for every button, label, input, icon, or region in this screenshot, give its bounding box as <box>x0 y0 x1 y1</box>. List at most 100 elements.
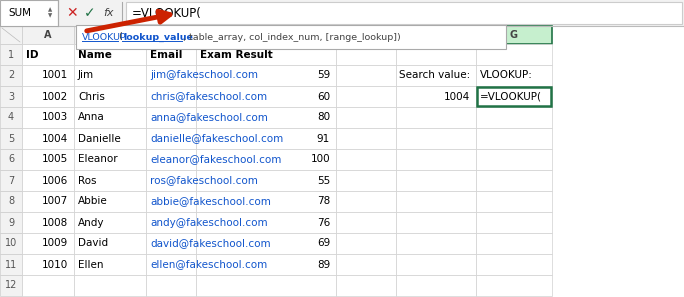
Bar <box>336 44 396 65</box>
Text: VLOOKUP: VLOOKUP <box>82 32 127 42</box>
Bar <box>396 149 476 170</box>
Text: Anna: Anna <box>78 113 105 122</box>
Text: 1005: 1005 <box>42 154 68 165</box>
Bar <box>74 275 146 296</box>
Bar <box>146 107 196 128</box>
Text: ✓: ✓ <box>84 6 96 20</box>
Text: G: G <box>510 30 518 40</box>
Bar <box>22 254 74 275</box>
Bar <box>476 191 552 212</box>
Text: Search value:: Search value: <box>399 70 470 80</box>
Bar <box>146 254 196 275</box>
Bar <box>336 128 396 149</box>
Text: 78: 78 <box>317 197 330 206</box>
Bar <box>0 128 22 149</box>
Text: andy@fakeschool.com: andy@fakeschool.com <box>150 217 267 228</box>
Bar <box>476 44 552 65</box>
Bar <box>146 191 196 212</box>
Text: 7: 7 <box>8 176 14 186</box>
Text: (: ( <box>118 32 122 42</box>
Bar <box>336 275 396 296</box>
Bar <box>396 44 476 65</box>
Text: =VLOOKUP(: =VLOOKUP( <box>132 7 202 20</box>
Bar <box>76 25 506 49</box>
Text: 6: 6 <box>8 154 14 165</box>
Text: 60: 60 <box>317 91 330 102</box>
Bar <box>22 65 74 86</box>
Bar <box>0 0 58 26</box>
Text: C: C <box>168 30 174 40</box>
Text: ✕: ✕ <box>66 6 78 20</box>
Bar <box>22 275 74 296</box>
Bar <box>196 275 336 296</box>
Bar <box>146 44 196 65</box>
Bar <box>476 149 552 170</box>
Bar <box>396 212 476 233</box>
Text: 89: 89 <box>317 260 330 269</box>
Bar <box>196 233 336 254</box>
Bar <box>196 107 336 128</box>
Text: Eleanor: Eleanor <box>78 154 118 165</box>
Text: SUM: SUM <box>8 8 31 18</box>
Bar <box>146 233 196 254</box>
Bar <box>0 0 684 26</box>
Bar <box>196 44 336 65</box>
Bar <box>476 170 552 191</box>
Bar <box>22 212 74 233</box>
Bar <box>74 128 146 149</box>
Text: eleanor@fakeschool.com: eleanor@fakeschool.com <box>150 154 281 165</box>
Text: 1002: 1002 <box>42 91 68 102</box>
Bar <box>74 170 146 191</box>
Bar <box>476 65 552 86</box>
Text: 10: 10 <box>5 238 17 249</box>
Text: 1010: 1010 <box>42 260 68 269</box>
Bar <box>74 86 146 107</box>
Bar <box>146 212 196 233</box>
Bar <box>336 233 396 254</box>
Bar <box>0 233 22 254</box>
Bar <box>396 65 476 86</box>
Text: danielle@fakeschool.com: danielle@fakeschool.com <box>150 133 283 143</box>
Text: ▲: ▲ <box>48 7 52 12</box>
Text: 59: 59 <box>317 70 330 80</box>
Bar <box>22 170 74 191</box>
Text: Ellen: Ellen <box>78 260 103 269</box>
Bar <box>476 254 552 275</box>
Bar <box>336 170 396 191</box>
Text: chris@fakeschool.com: chris@fakeschool.com <box>150 91 267 102</box>
Text: ellen@fakeschool.com: ellen@fakeschool.com <box>150 260 267 269</box>
Bar <box>476 128 552 149</box>
Bar <box>396 191 476 212</box>
Bar <box>476 233 552 254</box>
Text: 1007: 1007 <box>42 197 68 206</box>
Text: Andy: Andy <box>78 217 105 228</box>
Bar <box>477 87 551 106</box>
Bar <box>0 26 22 44</box>
Bar <box>196 86 336 107</box>
Text: Chris: Chris <box>78 91 105 102</box>
Bar <box>196 128 336 149</box>
Bar <box>476 275 552 296</box>
Text: jim@fakeschool.com: jim@fakeschool.com <box>150 70 258 80</box>
Text: ID: ID <box>26 50 38 59</box>
Bar <box>22 26 74 44</box>
Bar <box>196 65 336 86</box>
Text: B: B <box>106 30 114 40</box>
Bar <box>336 191 396 212</box>
Bar <box>476 86 552 107</box>
Text: 12: 12 <box>5 280 17 290</box>
Bar <box>396 26 476 44</box>
Text: Exam Result: Exam Result <box>200 50 273 59</box>
Text: F: F <box>433 30 439 40</box>
Bar <box>336 254 396 275</box>
Bar <box>22 128 74 149</box>
Text: 1004: 1004 <box>42 133 68 143</box>
Bar <box>146 26 196 44</box>
Text: VLOOKUP:: VLOOKUP: <box>480 70 533 80</box>
Bar <box>196 212 336 233</box>
Bar <box>74 44 146 65</box>
Text: lookup_value: lookup_value <box>123 32 193 42</box>
Text: 1009: 1009 <box>42 238 68 249</box>
Bar <box>74 26 146 44</box>
Text: 2: 2 <box>8 70 14 80</box>
